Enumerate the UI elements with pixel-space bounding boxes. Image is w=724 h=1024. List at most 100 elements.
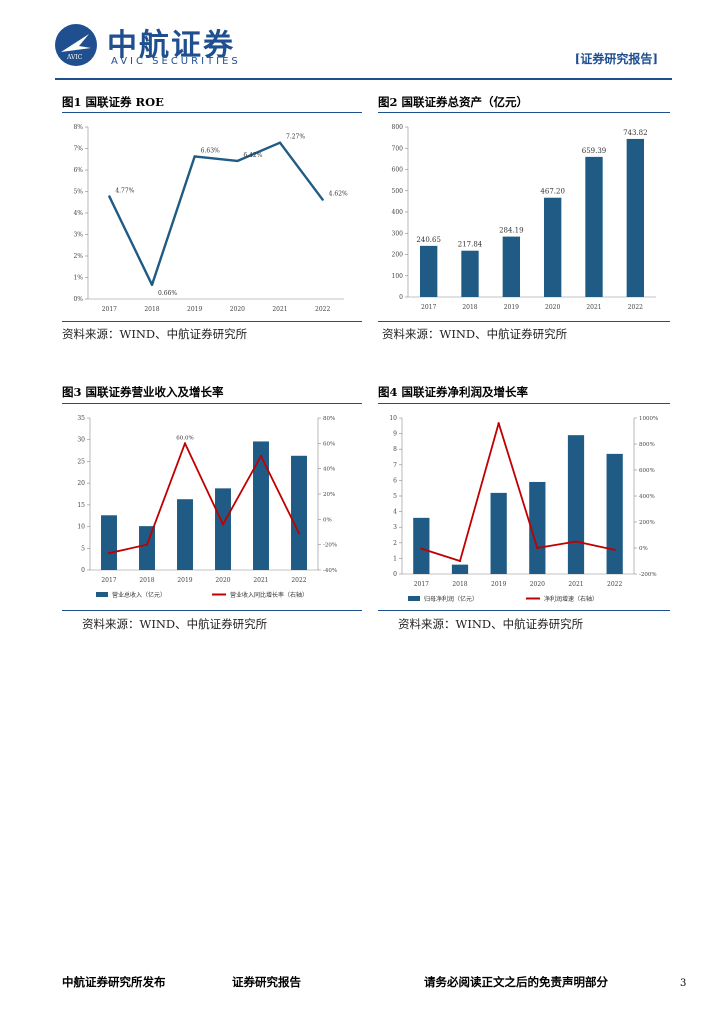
y-tick-label: 0% <box>73 296 83 303</box>
asset-bar <box>543 197 562 297</box>
y-tick-label: 300 <box>392 230 404 237</box>
roe-series-line <box>108 141 324 287</box>
figure-3-chart: 0 5 10 15 20 25 30 35 -40% -20% 0% 20% 40% 60% 80% 2017… <box>62 403 362 611</box>
x-tick-label: 2019 <box>504 304 519 311</box>
y-tick-label: 5% <box>73 189 83 196</box>
y-tick-label: 400 <box>392 209 404 216</box>
growth-data-point <box>145 543 149 546</box>
asset-bar <box>419 245 438 297</box>
x-tick-label: 2020 <box>215 577 230 584</box>
data-label: 4.62% <box>329 191 348 198</box>
y2-tick-label: 600% <box>639 468 655 474</box>
bar-3 <box>567 435 585 574</box>
legend-bar-swatch <box>96 592 108 597</box>
legend-line-label: 净利润增速（右轴） <box>544 595 598 603</box>
y2-tick-label: 1000% <box>639 416 658 422</box>
y-tick-label: 4% <box>73 210 83 217</box>
footer-disclaimer: 请务必阅读正文之后的免责声明部分 <box>424 975 608 989</box>
legend-bar-label: 营业总收入（亿元） <box>112 591 166 599</box>
y2-tick-label: 0% <box>323 517 332 523</box>
y-tick-label: 5 <box>81 545 85 552</box>
figure-4-source: 资料来源：WIND、中航证券研究所 <box>398 617 584 631</box>
y-tick-label: 0 <box>399 294 403 301</box>
figure-2-title: 图2 国联证券总资产（亿元） <box>378 95 529 109</box>
legend-line-label: 营业收入同比增长率（右轴） <box>230 591 308 599</box>
y2-tick-label: 800% <box>639 442 655 448</box>
bar-3 <box>606 453 623 574</box>
y-tick-label: 200 <box>392 252 404 259</box>
growth-data-point <box>420 547 423 550</box>
x-tick-label: 2021 <box>586 304 601 311</box>
company-logo: AVIC 中航证券 AVIC SECURITIES <box>55 22 255 72</box>
y-tick-label: 6% <box>73 167 83 174</box>
y2-tick-label: 40% <box>323 467 335 473</box>
growth-data-point <box>458 559 462 563</box>
x-tick-label: 2022 <box>291 577 306 584</box>
figure-4-chart: 0 1 2 3 4 5 6 7 8 9 10 -200% 0% 200% 400% 600% 800% 1000%… <box>378 403 670 611</box>
bar-3 <box>413 517 430 574</box>
x-tick-label: 2018 <box>139 577 154 584</box>
y-tick-label: 6 <box>393 477 397 484</box>
y-tick-label: 35 <box>77 415 85 422</box>
data-label: 7.27% <box>286 134 305 141</box>
data-label: 284.19 <box>499 227 524 235</box>
x-tick-label: 2017 <box>421 304 436 311</box>
revenue-combo-chart: 0 5 10 15 20 25 30 35 -40% -20% 0% 20% 40% 60% 80% 2017… <box>77 415 337 599</box>
roe-data-point <box>236 159 239 163</box>
header-divider <box>55 78 672 80</box>
growth-data-point <box>613 548 616 551</box>
y-tick-label: 4 <box>393 509 397 516</box>
y2-tick-label: 80% <box>323 416 335 422</box>
figure-2-source: 资料来源：WIND、中航证券研究所 <box>382 327 568 341</box>
asset-bar <box>585 156 603 297</box>
data-label: 6.63% <box>201 147 220 154</box>
logo-english-name: AVIC SECURITIES <box>111 56 241 67</box>
y-tick-label: 500 <box>392 188 404 195</box>
data-label: 4.77% <box>115 187 134 194</box>
figure-4-title: 图4 国联证券净利润及增长率 <box>378 385 529 399</box>
y-tick-label: 8 <box>393 446 397 453</box>
y2-tick-label: 200% <box>639 520 655 526</box>
data-label: 6.42% <box>243 152 262 159</box>
page-number: 3 <box>680 978 687 989</box>
total-assets-bar-chart: 0 100 200 300 400 500 600 700 800 2017 2018 2019 202… <box>392 124 656 311</box>
y-tick-label: 1% <box>73 275 83 282</box>
growth-data-point <box>259 454 263 458</box>
growth-rate-line <box>108 442 300 555</box>
x-tick-label: 2019 <box>491 581 506 588</box>
growth-data-point <box>497 422 500 425</box>
x-tick-label: 2021 <box>272 306 287 313</box>
bar-3 <box>529 481 546 574</box>
legend-bar-label: 归母净利润（亿元） <box>424 595 478 603</box>
roe-data-point <box>150 283 154 287</box>
y-tick-label: 0 <box>81 567 85 574</box>
figure-1-title: 图1 国联证券 ROE <box>62 95 164 109</box>
avic-logo-icon: AVIC <box>55 24 97 66</box>
bar-2 <box>215 488 231 570</box>
net-profit-combo-chart: 0 1 2 3 4 5 6 7 8 9 10 -200% 0% 200% 400% 600% 800% 1000%… <box>389 415 658 603</box>
y-tick-label: 600 <box>392 167 404 174</box>
asset-bar <box>461 250 479 297</box>
y-tick-label: 8% <box>73 124 83 131</box>
y-tick-label: 100 <box>392 273 404 280</box>
data-label: 217.84 <box>458 241 483 249</box>
y-tick-label: 5 <box>393 493 397 500</box>
bar-2 <box>291 455 307 570</box>
growth-data-point <box>107 552 111 555</box>
y2-tick-label: 20% <box>323 492 335 498</box>
y-tick-label: 700 <box>392 145 404 152</box>
growth-data-point <box>574 540 578 543</box>
asset-bar <box>626 138 645 297</box>
x-tick-label: 2020 <box>230 306 245 313</box>
y-tick-label: 3% <box>73 232 83 239</box>
x-tick-label: 2020 <box>545 304 560 311</box>
figure-3-source: 资料来源：WIND、中航证券研究所 <box>82 617 268 631</box>
footer-publisher: 中航证券研究所发布 <box>62 975 166 989</box>
y2-tick-label: -200% <box>639 572 657 578</box>
y-tick-label: 2% <box>73 253 83 260</box>
x-tick-label: 2018 <box>452 581 467 588</box>
bar-2 <box>139 526 155 570</box>
y-tick-label: 0 <box>393 571 397 578</box>
y-tick-label: 20 <box>77 480 85 487</box>
y-tick-label: 7% <box>73 146 83 153</box>
